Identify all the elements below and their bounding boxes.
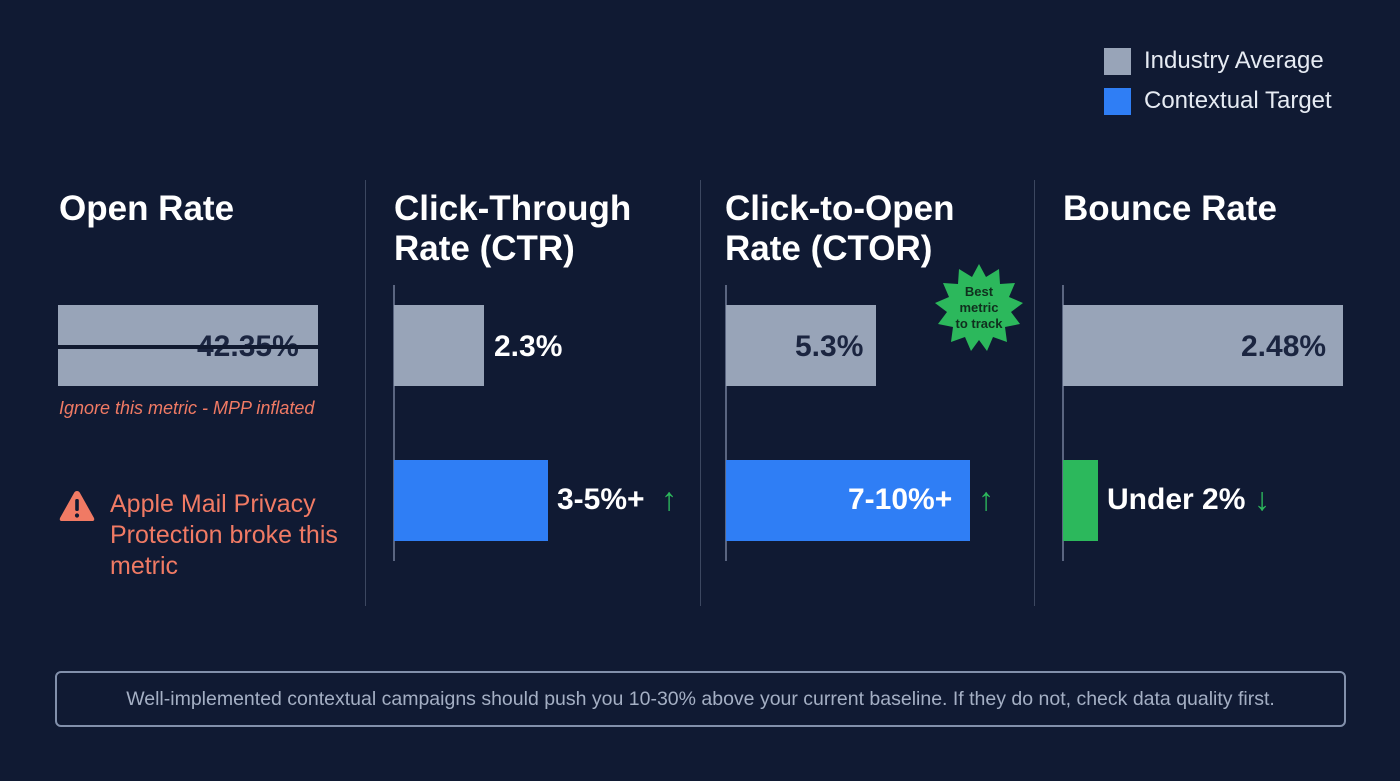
target-bar	[394, 460, 548, 541]
industry-bar	[1063, 305, 1343, 386]
metric-title: Click-Through Rate (CTR)	[394, 189, 631, 269]
metric-title: Open Rate	[59, 189, 234, 229]
column-divider	[700, 180, 701, 606]
target-bar	[1063, 460, 1098, 541]
warning-triangle-icon	[59, 491, 95, 521]
target-value: 7-10%+	[848, 483, 953, 516]
chart-legend: Industry Average Contextual Target	[1104, 47, 1332, 128]
metric-title-line: Rate (CTR)	[394, 229, 575, 268]
metric-title-line: Click-to-Open	[725, 189, 955, 228]
warning-text: Apple Mail Privacy Protection broke this…	[110, 490, 338, 580]
best-metric-badge: Best metric to track	[933, 262, 1025, 354]
arrow-down-icon: ↓	[1254, 481, 1270, 517]
legend-item-industry-average: Industry Average	[1104, 47, 1332, 75]
target-bar	[726, 460, 970, 541]
bar-axis	[1062, 285, 1064, 561]
ignore-note: Ignore this metric - MPP inflated	[59, 398, 315, 418]
arrow-up-icon: ↑	[661, 481, 677, 517]
footer-note: Well-implemented contextual campaigns sh…	[55, 671, 1346, 727]
legend-item-contextual-target: Contextual Target	[1104, 87, 1332, 115]
industry-bar	[726, 305, 876, 386]
legend-swatch-target	[1104, 87, 1131, 115]
metric-title: Bounce Rate	[1063, 189, 1277, 229]
industry-value: 2.48%	[1241, 330, 1327, 363]
industry-value: 5.3%	[795, 330, 864, 363]
metric-title-line: Bounce Rate	[1063, 189, 1277, 228]
strikethrough-line	[58, 345, 318, 349]
badge-text: Best metric to track	[955, 284, 1003, 331]
metric-title-line: Click-Through	[394, 189, 632, 228]
bar-axis	[725, 285, 727, 561]
industry-bar	[394, 305, 484, 386]
industry-value: 2.3%	[494, 330, 563, 363]
column-divider	[365, 180, 366, 606]
bar-axis	[393, 285, 395, 561]
metric-title-line: Rate (CTOR)	[725, 229, 933, 268]
arrow-up-icon: ↑	[978, 481, 994, 517]
metric-title-line: Open Rate	[59, 189, 235, 228]
column-divider	[1034, 180, 1035, 606]
target-value: 3-5%+	[557, 483, 645, 516]
metric-title: Click-to-Open Rate (CTOR)	[725, 189, 954, 269]
footer-text: Well-implemented contextual campaigns sh…	[126, 687, 1275, 710]
target-value: Under 2%	[1107, 483, 1246, 516]
warning-callout: Apple Mail Privacy Protection broke this…	[58, 489, 350, 582]
legend-swatch-industry	[1104, 47, 1131, 75]
legend-label: Industry Average	[1144, 47, 1324, 74]
legend-label: Contextual Target	[1144, 87, 1332, 114]
starburst-badge-icon	[935, 264, 1023, 351]
